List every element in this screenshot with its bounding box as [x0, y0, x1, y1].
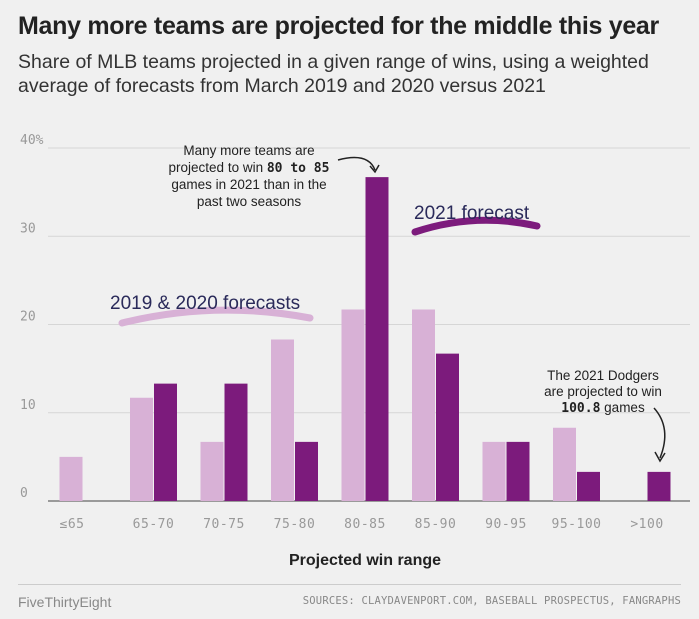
annotation-segment: 80 to 85	[267, 161, 330, 176]
annotation-middle-line: projected to win 80 to 85	[169, 160, 330, 176]
legend-label-2019-2020: 2019 & 2020 forecasts	[110, 293, 300, 314]
x-tick-label: 90-95	[485, 517, 527, 532]
annotation-middle-line: Many more teams are	[183, 143, 314, 158]
x-tick-label: 85-90	[415, 517, 457, 532]
footer-divider	[18, 584, 681, 585]
sources-text: SOURCES: CLAYDAVENPORT.COM, BASEBALL PRO…	[302, 595, 681, 607]
legend-label-2021: 2021 forecast	[414, 203, 530, 224]
bar-2021	[506, 441, 530, 501]
brand-logo-text: FiveThirtyEight	[18, 594, 112, 610]
y-tick-label: 30	[20, 221, 36, 236]
x-tick-label: 70-75	[203, 517, 245, 532]
chart-subtitle: Share of MLB teams projected in a given …	[18, 51, 649, 97]
annotation-arrowhead-middle	[369, 164, 380, 174]
bar-2019-2020	[412, 309, 435, 501]
bar-2019-2020	[553, 427, 576, 501]
y-tick-label: 10	[20, 398, 36, 413]
annotation-dodgers-line: 100.8 games	[561, 400, 645, 416]
annotation-dodgers-line: The 2021 Dodgers	[547, 368, 659, 383]
annotation-arrowhead-dodgers	[654, 451, 666, 463]
bar-2021	[365, 177, 389, 501]
bar-2021	[577, 471, 600, 501]
bar-2019-2020	[130, 397, 153, 501]
bar-2019-2020	[200, 441, 224, 501]
bar-2021	[647, 471, 671, 501]
bar-2019-2020	[482, 441, 506, 501]
x-axis-label: Projected win range	[289, 552, 441, 569]
bar-2019-2020	[59, 456, 83, 501]
y-tick-label: 20	[20, 310, 36, 325]
bar-2021	[436, 353, 459, 501]
bar-2021	[224, 383, 248, 501]
annotation-middle-line: past two seasons	[197, 194, 302, 209]
x-tick-label: ≤65	[60, 517, 85, 532]
x-tick-label: 80-85	[344, 517, 386, 532]
annotation-middle-line: games in 2021 than in the	[171, 177, 326, 192]
x-tick-label: 75-80	[274, 517, 316, 532]
x-tick-label: 95-100	[552, 517, 602, 532]
annotation-segment: projected to win	[169, 160, 267, 175]
y-tick-label: 40%	[20, 133, 44, 148]
annotation-segment: 100.8	[561, 401, 600, 416]
annotation-arrow-middle	[337, 156, 376, 171]
bar-2019-2020	[341, 309, 365, 501]
annotation-segment: games	[600, 400, 645, 415]
x-tick-label: 65-70	[133, 517, 175, 532]
bar-2021	[295, 441, 318, 501]
legend-swatch-2021	[411, 216, 541, 236]
bar-2021	[154, 383, 177, 501]
legend-swatch-2019-2020	[118, 306, 314, 327]
x-tick-label: >100	[630, 517, 663, 532]
annotation-dodgers-line: are projected to win	[544, 384, 662, 399]
bar-2019-2020	[271, 339, 294, 501]
annotation-arrow-dodgers	[653, 407, 666, 459]
y-tick-label: 0	[20, 486, 28, 501]
chart-title: Many more teams are projected for the mi…	[18, 12, 659, 40]
